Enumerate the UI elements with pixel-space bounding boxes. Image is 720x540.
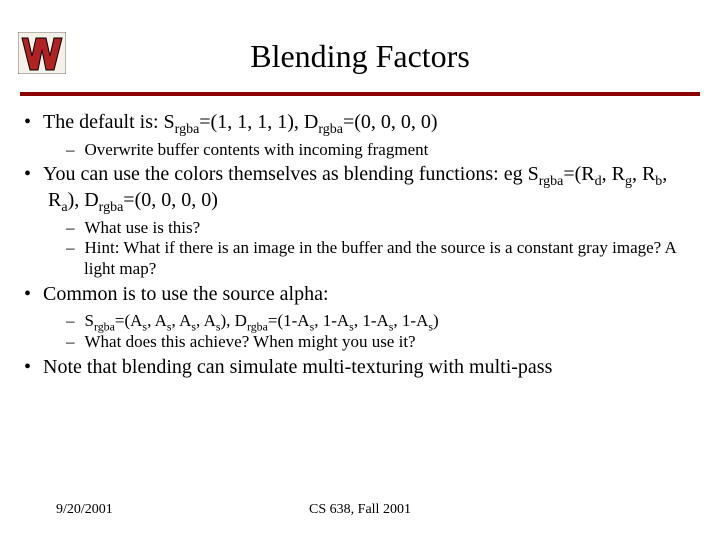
sub-bullet-list: Srgba=(As, As, As, As), Drgba=(1-As, 1-A… [66, 311, 696, 352]
slide-title: Blending Factors [0, 0, 720, 75]
footer-date: 9/20/2001 [56, 502, 113, 518]
footer-course: CS 638, Fall 2001 [309, 502, 411, 518]
sub-bullet-list: What use is this?Hint: What if there is … [66, 218, 696, 280]
slide-footer: 9/20/2001 CS 638, Fall 2001 [56, 502, 664, 518]
sub-bullet-item: Hint: What if there is an image in the b… [66, 238, 696, 279]
slide-content: The default is: Srgba=(1, 1, 1, 1), Drgb… [24, 110, 696, 384]
bullet-item: The default is: Srgba=(1, 1, 1, 1), Drgb… [24, 110, 696, 136]
university-logo [18, 32, 66, 74]
sub-bullet-list: Overwrite buffer contents with incoming … [66, 140, 696, 161]
title-divider [20, 92, 700, 96]
sub-bullet-item: What use is this? [66, 218, 696, 239]
sub-bullet-item: What does this achieve? When might you u… [66, 332, 696, 353]
sub-bullet-item: Srgba=(As, As, As, As), Drgba=(1-As, 1-A… [66, 311, 696, 332]
bullet-item: Note that blending can simulate multi-te… [24, 355, 696, 381]
bullet-item: You can use the colors themselves as ble… [24, 162, 696, 213]
sub-bullet-item: Overwrite buffer contents with incoming … [66, 140, 696, 161]
bullet-item: Common is to use the source alpha: [24, 282, 696, 308]
